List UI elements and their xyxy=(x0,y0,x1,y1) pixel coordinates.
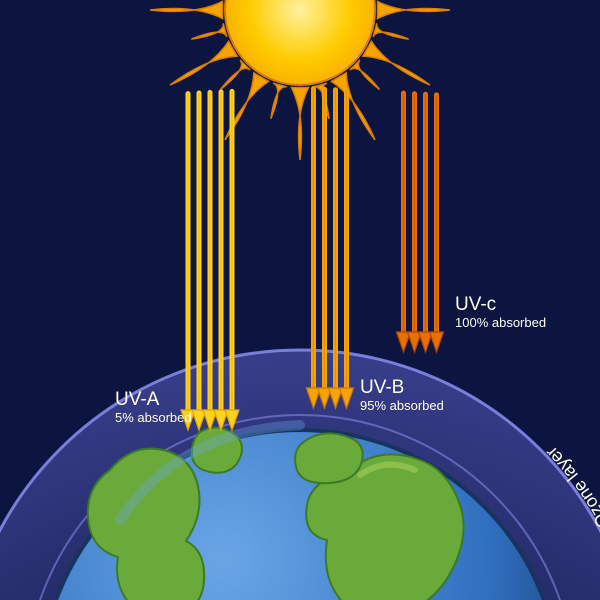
ozone-uv-diagram: UV-A5% absorbed UV-B95% absorbed UV-c100% … xyxy=(0,0,600,600)
label-uvc-title: UV-c xyxy=(455,294,496,315)
label-uvb-subtitle: 95% absorbed xyxy=(360,398,444,413)
label-uvc-subtitle: 100% absorbed xyxy=(455,315,546,330)
label-uva-title: UV-A xyxy=(115,389,160,410)
label-uva-subtitle: 5% absorbed xyxy=(115,410,192,425)
label-uvb-title: UV-B xyxy=(360,377,404,398)
